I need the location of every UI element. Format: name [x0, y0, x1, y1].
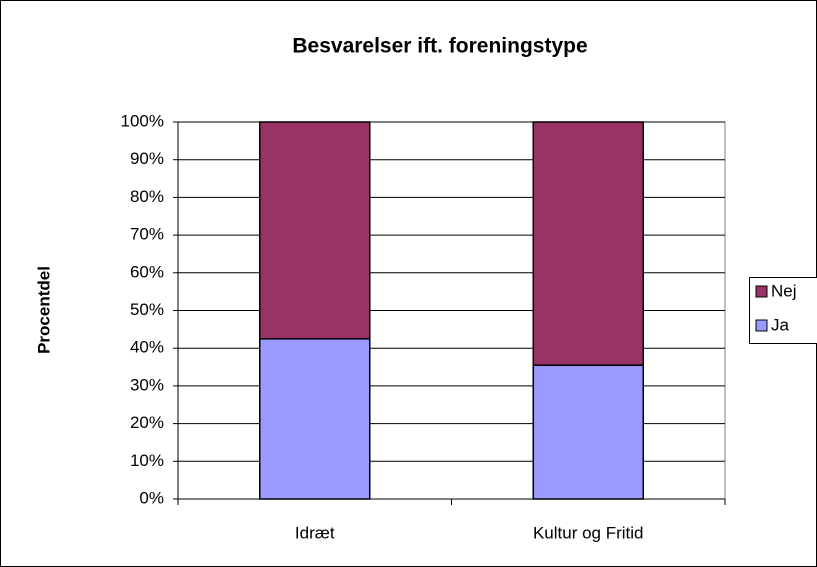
y-tick-label: 10%	[130, 451, 164, 470]
bar-segment	[532, 364, 644, 500]
y-tick-label: 30%	[130, 375, 164, 394]
y-tick-label: 80%	[130, 187, 164, 206]
legend-label: Ja	[771, 315, 790, 334]
legend-label: Nej	[771, 281, 797, 300]
y-tick-label: 100%	[121, 111, 164, 130]
y-tick-label: 20%	[130, 413, 164, 432]
legend-swatch	[755, 319, 768, 332]
legend-box	[749, 277, 817, 344]
bar-segment	[259, 121, 371, 340]
x-tick-label: Idræt	[295, 523, 335, 542]
y-tick-label: 90%	[130, 149, 164, 168]
y-tick-label: 0%	[139, 488, 164, 507]
legend-swatch	[755, 285, 768, 298]
y-tick-label: 70%	[130, 225, 164, 244]
bar-segment	[259, 338, 371, 500]
chart-title: Besvarelser ift. foreningstype	[292, 35, 587, 58]
y-tick-label: 50%	[130, 300, 164, 319]
y-tick-label: 60%	[130, 262, 164, 281]
x-tick-label: Kultur og Fritid	[533, 523, 644, 542]
bar-segment	[532, 121, 644, 366]
y-axis-label: Procentdel	[34, 266, 53, 354]
y-tick-label: 40%	[130, 338, 164, 357]
